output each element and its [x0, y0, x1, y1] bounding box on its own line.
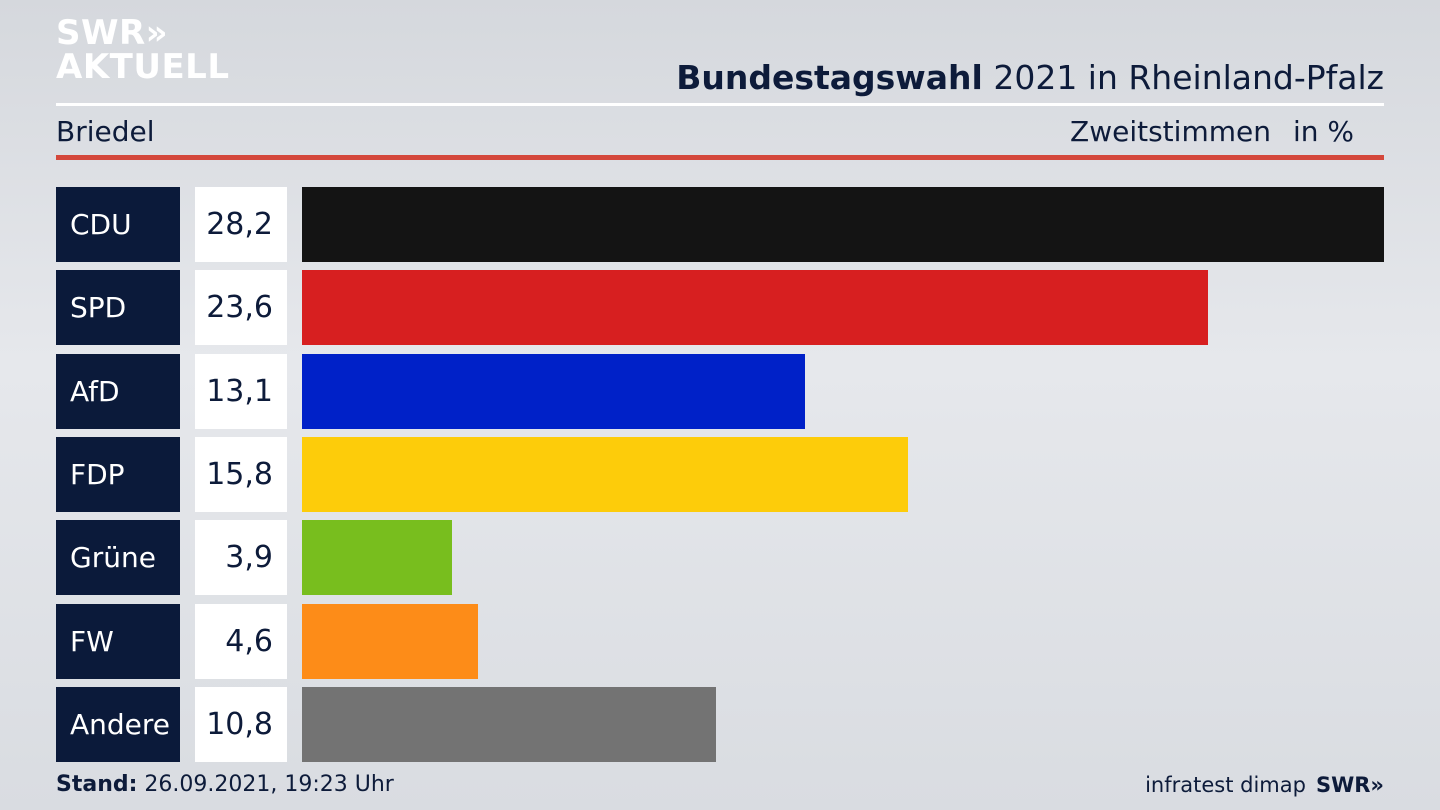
party-label: FDP: [56, 436, 180, 512]
bar-row: FDP 15,8: [56, 436, 1384, 512]
bar-row: SPD 23,6: [56, 270, 1384, 346]
bar-row: FW 4,6: [56, 603, 1384, 679]
unit-text: in %: [1292, 115, 1354, 148]
value-label: 13,1: [195, 353, 287, 429]
value-label: 10,8: [195, 686, 287, 762]
bar: [302, 436, 908, 512]
chart-title: Bundestagswahl 2021 in Rheinland-Pfalz: [676, 58, 1384, 98]
bar-row: Andere 10,8: [56, 686, 1384, 762]
measure-label: Zweitstimmen in %: [1070, 114, 1354, 150]
value-label: 15,8: [195, 436, 287, 512]
stand-label: Stand:: [56, 772, 138, 797]
source-text: infratest dimap: [1145, 773, 1306, 797]
value-label: 4,6: [195, 603, 287, 679]
bar: [302, 187, 1384, 262]
party-label: Andere: [56, 686, 180, 762]
location-label: Briedel: [56, 115, 155, 148]
party-label: SPD: [56, 270, 180, 346]
party-label: AfD: [56, 353, 180, 429]
bar-row: AfD 13,1: [56, 353, 1384, 429]
title-bold: Bundestagswahl: [676, 58, 983, 97]
swr-aktuell-logo: SWR» AKTUELL: [56, 16, 230, 84]
stand-value: 26.09.2021, 19:23 Uhr: [137, 772, 394, 797]
bar-row: CDU 28,2: [56, 187, 1384, 262]
party-label: CDU: [56, 187, 180, 262]
bar: [302, 270, 1208, 346]
logo-swr-text: SWR: [56, 13, 146, 53]
party-label: Grüne: [56, 520, 180, 596]
source-credit: infratest dimap SWR»: [1145, 771, 1384, 799]
measure-text: Zweitstimmen: [1070, 115, 1271, 148]
value-label: 23,6: [195, 270, 287, 346]
header-divider: [56, 103, 1384, 106]
bar-row: Grüne 3,9: [56, 520, 1384, 596]
value-label: 28,2: [195, 187, 287, 262]
bar: [302, 603, 478, 679]
logo-swr: SWR»: [56, 16, 230, 50]
bar: [302, 686, 716, 762]
bar: [302, 520, 452, 596]
timestamp: Stand: 26.09.2021, 19:23 Uhr: [56, 771, 394, 799]
logo-aktuell: AKTUELL: [56, 47, 230, 87]
swr-logo-small: SWR»: [1315, 773, 1384, 797]
bar: [302, 353, 805, 429]
party-label: FW: [56, 603, 180, 679]
value-label: 3,9: [195, 520, 287, 596]
title-rest: 2021 in Rheinland-Pfalz: [982, 58, 1384, 97]
subheader-divider: [56, 155, 1384, 160]
